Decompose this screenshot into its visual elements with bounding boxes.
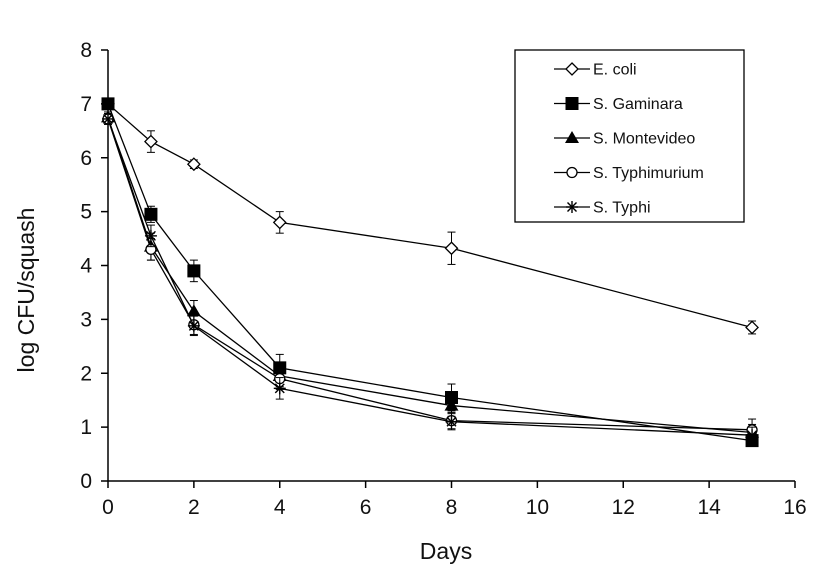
series-line-s-montevideo: [107, 117, 753, 434]
star-stroke: [145, 230, 156, 241]
y-tick-label: 5: [80, 201, 92, 224]
legend-label: S. Gaminara: [593, 96, 683, 113]
y-tick-label: 3: [80, 308, 92, 331]
data-point-s-gaminara: [187, 264, 201, 278]
star-stroke: [188, 320, 199, 331]
y-tick-label: 1: [80, 416, 92, 439]
series-line-e-coli: [107, 103, 753, 329]
legend-label: E. coli: [593, 62, 637, 79]
star-stroke: [747, 430, 758, 441]
legend-marker: [565, 131, 579, 143]
legend-label: S. Typhimurium: [593, 165, 704, 182]
star-stroke: [103, 113, 113, 124]
y-tick-label: 8: [80, 39, 92, 62]
data-point-s-gaminara: [144, 207, 158, 221]
legend-entry-e-coli: E. coli: [554, 62, 637, 79]
data-point-e-coli: [444, 241, 459, 256]
data-point-e-coli: [745, 320, 759, 335]
series-line-s-gaminara: [107, 103, 753, 442]
legend-marker: [565, 97, 579, 110]
legend-marker: [566, 201, 578, 213]
data-point-s-typhi: [273, 382, 286, 395]
x-tick-label: 8: [446, 496, 458, 519]
x-axis-title: Days: [420, 538, 472, 564]
y-tick-label: 4: [80, 255, 92, 278]
legend-entry-s-gaminara: S. Gaminara: [554, 96, 683, 113]
data-point-e-coli: [144, 134, 158, 149]
x-tick-label: 0: [102, 496, 114, 519]
series-s-typhi: [102, 112, 759, 444]
data-point-s-typhi: [445, 415, 458, 428]
y-tick-label: 0: [80, 470, 92, 493]
y-tick-label: 7: [80, 93, 92, 116]
data-point-s-typhi: [144, 229, 157, 242]
x-tick-label: 14: [697, 496, 721, 519]
data-point-e-coli: [186, 157, 201, 172]
y-tick-label: 2: [80, 362, 92, 385]
legend: E. coli S. Gaminara S. Montevideo S. Typhim…: [514, 49, 745, 223]
star-stroke: [567, 202, 577, 212]
y-tick-label: 6: [80, 147, 92, 170]
legend-marker: [565, 62, 579, 76]
data-point-s-montevideo: [444, 398, 459, 411]
legend-entry-s-typhi: S. Typhi: [554, 200, 651, 217]
data-point-s-typhi: [187, 319, 200, 332]
series-line-s-typhi: [107, 118, 753, 436]
legend-entry-s-montevideo: S. Montevideo: [554, 131, 695, 148]
series-layer: [101, 96, 760, 448]
x-tick-label: 6: [360, 496, 372, 519]
legend-marker: [566, 166, 578, 179]
data-point-s-typhi: [746, 429, 759, 442]
data-point-s-gaminara: [101, 97, 115, 111]
series-line-s-typhimurium: [107, 118, 753, 431]
data-point-s-montevideo: [186, 304, 201, 317]
star-stroke: [446, 416, 457, 427]
legend-label: S. Montevideo: [593, 131, 695, 148]
star-stroke: [274, 383, 285, 394]
x-tick-label: 16: [783, 496, 806, 519]
y-axis-title: log CFU/squash: [13, 208, 39, 373]
x-tick-label: 4: [274, 496, 286, 519]
legend-box: [514, 49, 745, 223]
x-tick-label: 2: [188, 496, 200, 519]
x-tick-label: 10: [526, 496, 549, 519]
legend-label: S. Typhi: [593, 200, 651, 217]
legend-entry-s-typhimurium: S. Typhimurium: [554, 165, 704, 182]
x-tick-label: 12: [612, 496, 635, 519]
data-point-e-coli: [272, 215, 287, 230]
data-point-s-typhi: [102, 112, 114, 125]
